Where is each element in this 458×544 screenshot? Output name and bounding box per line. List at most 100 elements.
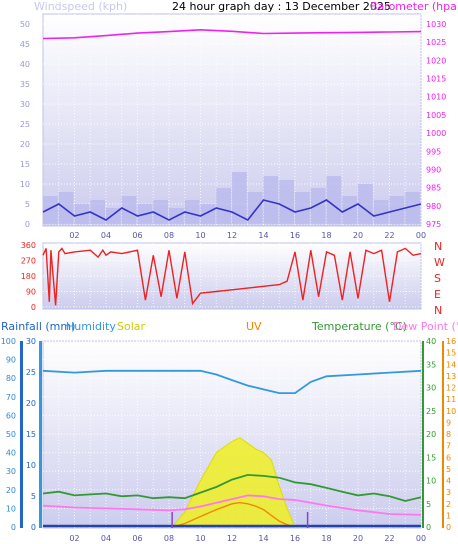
barometer-tick: 1010 — [426, 93, 446, 102]
humidity-tick: 20 — [6, 486, 16, 495]
gust-bar — [247, 192, 263, 224]
x-tick-label: 12 — [227, 534, 237, 543]
compass-label: S — [434, 272, 441, 285]
temperature-tick: 40 — [426, 337, 436, 346]
uv-tick: 15 — [446, 349, 456, 358]
temperature-label: Temperature (°C) — [311, 320, 407, 333]
gust-bar — [405, 192, 420, 224]
humidity-tick: 90 — [6, 356, 16, 365]
temperature-tick: 15 — [426, 453, 436, 462]
gust-bar — [263, 176, 279, 224]
x-tick-label: 14 — [258, 534, 268, 543]
x-tick-label: 16 — [290, 231, 300, 240]
gust-bar — [90, 200, 105, 224]
gust-bar — [200, 204, 216, 224]
temperature-tick: 25 — [426, 407, 436, 416]
barometer-tick: 985 — [426, 184, 441, 193]
windspeed-tick: 40 — [20, 60, 30, 69]
rain-axis-bar — [39, 341, 42, 528]
gust-bar — [310, 188, 326, 224]
humidity-tick: 0 — [11, 523, 16, 532]
direction-tick: 180 — [21, 272, 36, 281]
direction-tick: 90 — [26, 288, 36, 297]
gust-bar — [295, 192, 310, 224]
x-tick-label: 02 — [69, 231, 79, 240]
humidity-axis-bar — [20, 341, 23, 528]
uv-tick: 6 — [446, 453, 451, 462]
uv-tick: 3 — [446, 488, 451, 497]
x-tick-label: 12 — [227, 231, 237, 240]
uv-tick: 12 — [446, 384, 456, 393]
windspeed-tick: 20 — [20, 140, 30, 149]
gust-bar — [184, 200, 200, 224]
barometer-tick: 995 — [426, 147, 441, 156]
uv-tick: 11 — [446, 395, 456, 404]
direction-axis: 0 90 180 270 360 — [21, 241, 36, 312]
x-tick-label: 04 — [101, 534, 111, 543]
humidity-tick: 50 — [6, 430, 16, 439]
direction-tick: 360 — [21, 241, 36, 250]
x-tick-label: 20 — [353, 231, 363, 240]
windspeed-tick: 5 — [25, 200, 30, 209]
x-tick-label: 10 — [195, 231, 205, 240]
x-tick-label: 08 — [164, 534, 174, 543]
windspeed-tick: 35 — [20, 80, 30, 89]
temperature-tick: 0 — [426, 523, 431, 532]
barometer-tick: 1005 — [426, 111, 446, 120]
windspeed-tick: 25 — [20, 120, 30, 129]
rainfall-label: Rainfall (mm) — [1, 320, 75, 333]
x-tick-label: 02 — [69, 534, 79, 543]
gust-bar — [358, 184, 373, 224]
humidity-line — [42, 369, 422, 394]
gust-bar — [373, 200, 389, 224]
barometer-tick: 1015 — [426, 75, 446, 84]
x-tick-label: 16 — [290, 534, 300, 543]
x-tick-label: 04 — [101, 231, 111, 240]
gust-bar — [43, 196, 58, 224]
windspeed-label: Windspeed (kph) — [34, 0, 127, 13]
uv-tick: 9 — [446, 418, 451, 427]
uv-tick: 1 — [446, 511, 451, 520]
windspeed-tick: 45 — [20, 40, 30, 49]
uv-label: UV — [246, 320, 262, 333]
uv-tick: 4 — [446, 477, 451, 486]
temperature-axis: 0 5 10 15 20 25 30 35 40 — [422, 337, 436, 532]
temp-grid — [43, 340, 422, 528]
temperature-tick: 30 — [426, 384, 436, 393]
compass-label: N — [434, 240, 442, 253]
humidity-label: Humidity — [66, 320, 116, 333]
direction-tick: 270 — [21, 257, 36, 266]
windspeed-tick: 0 — [25, 220, 30, 229]
dewpoint-line — [42, 494, 422, 516]
gust-bar — [326, 176, 342, 224]
uv-tick: 8 — [446, 430, 451, 439]
uv-tick: 13 — [446, 372, 456, 381]
barometer-tick: 980 — [426, 202, 441, 211]
x-tick-label: 18 — [321, 534, 331, 543]
gust-bar — [232, 172, 247, 224]
x-tick-label: 06 — [132, 534, 142, 543]
rain-tick: 30 — [26, 337, 36, 346]
compass-label: E — [434, 288, 441, 301]
direction-line — [42, 247, 422, 306]
wind-x-axis: 02 04 06 08 10 12 14 16 18 20 22 00 — [69, 231, 426, 240]
x-tick-label: 00 — [416, 534, 426, 543]
uv-tick: 14 — [446, 360, 456, 369]
gust-bar — [153, 200, 168, 224]
humidity-tick: 30 — [6, 467, 16, 476]
uv-axis-bar — [442, 341, 444, 528]
uv-line — [171, 501, 296, 528]
barometer-tick: 975 — [426, 220, 441, 229]
barometer-tick: 1025 — [426, 38, 446, 47]
rain-tick: 0 — [31, 523, 36, 532]
temperature-axis-bar — [422, 341, 424, 528]
humidity-tick: 10 — [6, 504, 16, 513]
rain-axis: 0 5 10 15 20 25 30 — [26, 337, 42, 532]
temperature-tick: 35 — [426, 360, 436, 369]
barometer-tick: 1030 — [426, 20, 446, 29]
windspeed-tick: 10 — [20, 180, 30, 189]
x-tick-label: 20 — [353, 534, 363, 543]
barometer-axis: 975 980 985 990 995 1000 1005 1010 1015 1020 1025 1… — [426, 20, 446, 229]
